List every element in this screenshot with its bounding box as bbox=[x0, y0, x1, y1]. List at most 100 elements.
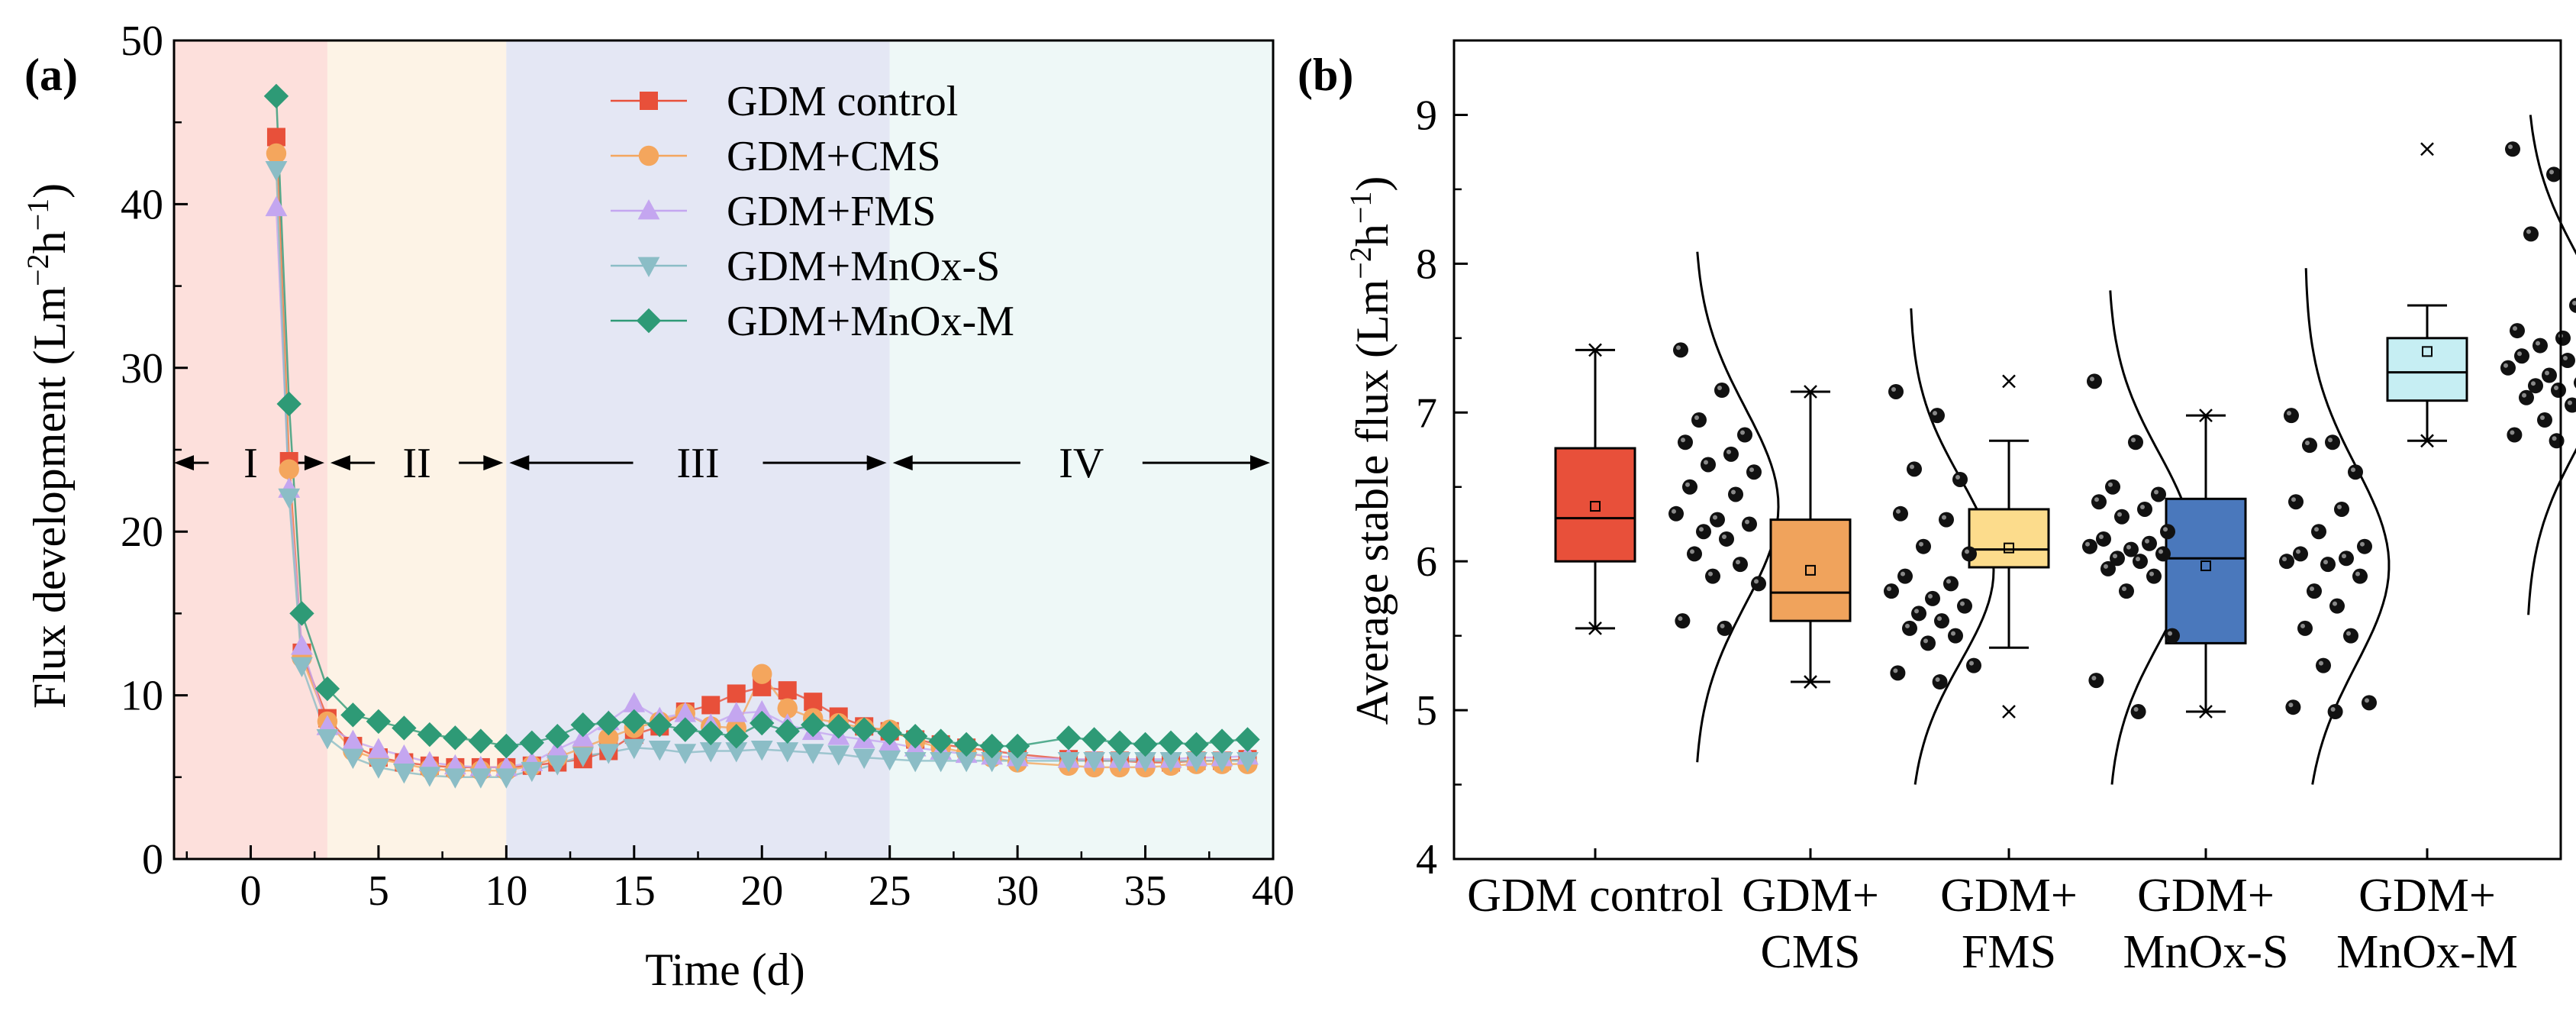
data-point bbox=[2320, 557, 2336, 573]
panel-a-label: (a) bbox=[24, 50, 78, 100]
min-marker bbox=[2002, 705, 2016, 719]
data-point-highlight bbox=[2337, 504, 2342, 509]
data-point bbox=[1893, 505, 1908, 522]
y-axis-title-main: Flux development (Lm bbox=[24, 286, 75, 709]
legend-label: GDM+MnOx-M bbox=[727, 298, 1014, 345]
box bbox=[1554, 447, 1636, 563]
data-point bbox=[2560, 353, 2575, 369]
data-point bbox=[725, 742, 748, 763]
data-point-highlight bbox=[2513, 326, 2517, 331]
distribution-curve bbox=[2527, 115, 2576, 615]
data-point bbox=[1673, 342, 1688, 358]
phase-label-II: II bbox=[402, 440, 430, 487]
data-point bbox=[367, 738, 390, 758]
data-point-highlight bbox=[2346, 631, 2351, 636]
data-point bbox=[2551, 383, 2566, 399]
max-marker bbox=[2420, 142, 2434, 157]
category-label: GDM+ CMS bbox=[1742, 870, 1879, 978]
data-point-highlight bbox=[1717, 386, 1722, 391]
phase-arrowhead-left bbox=[174, 455, 194, 471]
data-point-highlight bbox=[1951, 631, 1955, 636]
data-point bbox=[2285, 699, 2301, 715]
y-axis-title-sup2: −1 bbox=[1343, 192, 1378, 224]
data-point bbox=[469, 768, 492, 789]
y-axis-title: Flux development (Lm−2h−1) bbox=[21, 183, 76, 709]
data-point-highlight bbox=[2094, 497, 2099, 502]
data-point bbox=[2352, 568, 2368, 584]
data-point-highlight bbox=[1731, 489, 1736, 495]
data-point bbox=[279, 459, 299, 480]
data-point-highlight bbox=[2508, 144, 2513, 150]
data-point-highlight bbox=[1969, 660, 1974, 666]
data-point bbox=[2343, 628, 2358, 644]
data-point-highlight bbox=[2113, 554, 2117, 559]
data-point-highlight bbox=[1722, 534, 1726, 539]
data-point bbox=[2119, 583, 2134, 599]
data-point-highlight bbox=[2305, 441, 2310, 446]
data-point-highlight bbox=[1891, 386, 1896, 392]
mean-marker bbox=[2422, 346, 2433, 357]
data-point bbox=[1916, 538, 1931, 554]
data-point bbox=[2316, 657, 2331, 673]
data-point-highlight bbox=[1905, 623, 1910, 628]
data-point bbox=[1701, 457, 1716, 473]
data-point-highlight bbox=[1708, 571, 1713, 576]
data-point bbox=[981, 751, 1004, 773]
phase-label-III: III bbox=[677, 440, 720, 487]
data-point-highlight bbox=[2168, 631, 2172, 636]
y-tick-label: 5 bbox=[1416, 687, 1437, 735]
data-point bbox=[2542, 367, 2557, 383]
phase-band-IV bbox=[889, 40, 1273, 859]
data-point-highlight bbox=[1896, 509, 1901, 514]
data-point bbox=[674, 744, 697, 764]
data-point-highlight bbox=[1946, 579, 1951, 584]
max-marker bbox=[2199, 409, 2213, 423]
phase-arrowhead-right bbox=[866, 455, 887, 471]
data-point bbox=[392, 763, 415, 784]
data-point bbox=[366, 709, 392, 735]
data-point-highlight bbox=[2104, 564, 2108, 569]
phase-label-IV: IV bbox=[1059, 440, 1104, 487]
x-tick-label: 5 bbox=[368, 867, 389, 915]
data-point bbox=[521, 761, 543, 783]
legend-marker bbox=[637, 257, 660, 277]
data-point bbox=[266, 143, 287, 164]
data-point bbox=[2514, 348, 2529, 364]
data-point bbox=[278, 488, 301, 509]
data-point bbox=[1185, 751, 1207, 773]
data-point bbox=[1902, 620, 1917, 636]
data-point bbox=[2311, 524, 2326, 540]
data-point bbox=[647, 712, 672, 738]
data-point-highlight bbox=[1955, 474, 1960, 480]
data-point bbox=[1184, 731, 1209, 757]
y-tick-label: 4 bbox=[1416, 836, 1437, 883]
phase-band-III bbox=[506, 40, 890, 859]
phase-arrowhead-right bbox=[483, 455, 504, 471]
data-point-highlight bbox=[1745, 519, 1749, 525]
data-point bbox=[2091, 494, 2107, 510]
max-marker bbox=[1588, 343, 1602, 357]
data-point bbox=[672, 717, 698, 742]
data-point-highlight bbox=[2136, 557, 2140, 562]
data-point bbox=[1107, 730, 1133, 755]
data-point bbox=[572, 747, 595, 767]
data-point bbox=[1911, 605, 1926, 622]
data-point-highlight bbox=[1678, 616, 1683, 622]
min-marker bbox=[2420, 434, 2434, 448]
data-point-highlight bbox=[2568, 400, 2572, 405]
data-point bbox=[2114, 509, 2129, 525]
data-point bbox=[1884, 583, 1899, 599]
phase-arrowhead-left bbox=[509, 455, 530, 471]
data-point bbox=[2284, 408, 2299, 424]
data-point bbox=[265, 160, 288, 182]
mean-marker bbox=[2004, 542, 2014, 554]
phase-band-I bbox=[174, 40, 327, 859]
data-point bbox=[801, 712, 826, 738]
data-point bbox=[1211, 751, 1233, 773]
category-label-line: CMS bbox=[1761, 926, 1861, 978]
data-point bbox=[1083, 751, 1105, 773]
data-point bbox=[2142, 535, 2157, 551]
x-tick-label: 10 bbox=[485, 867, 527, 915]
data-point-highlight bbox=[2333, 601, 2337, 606]
data-point bbox=[2088, 673, 2104, 689]
